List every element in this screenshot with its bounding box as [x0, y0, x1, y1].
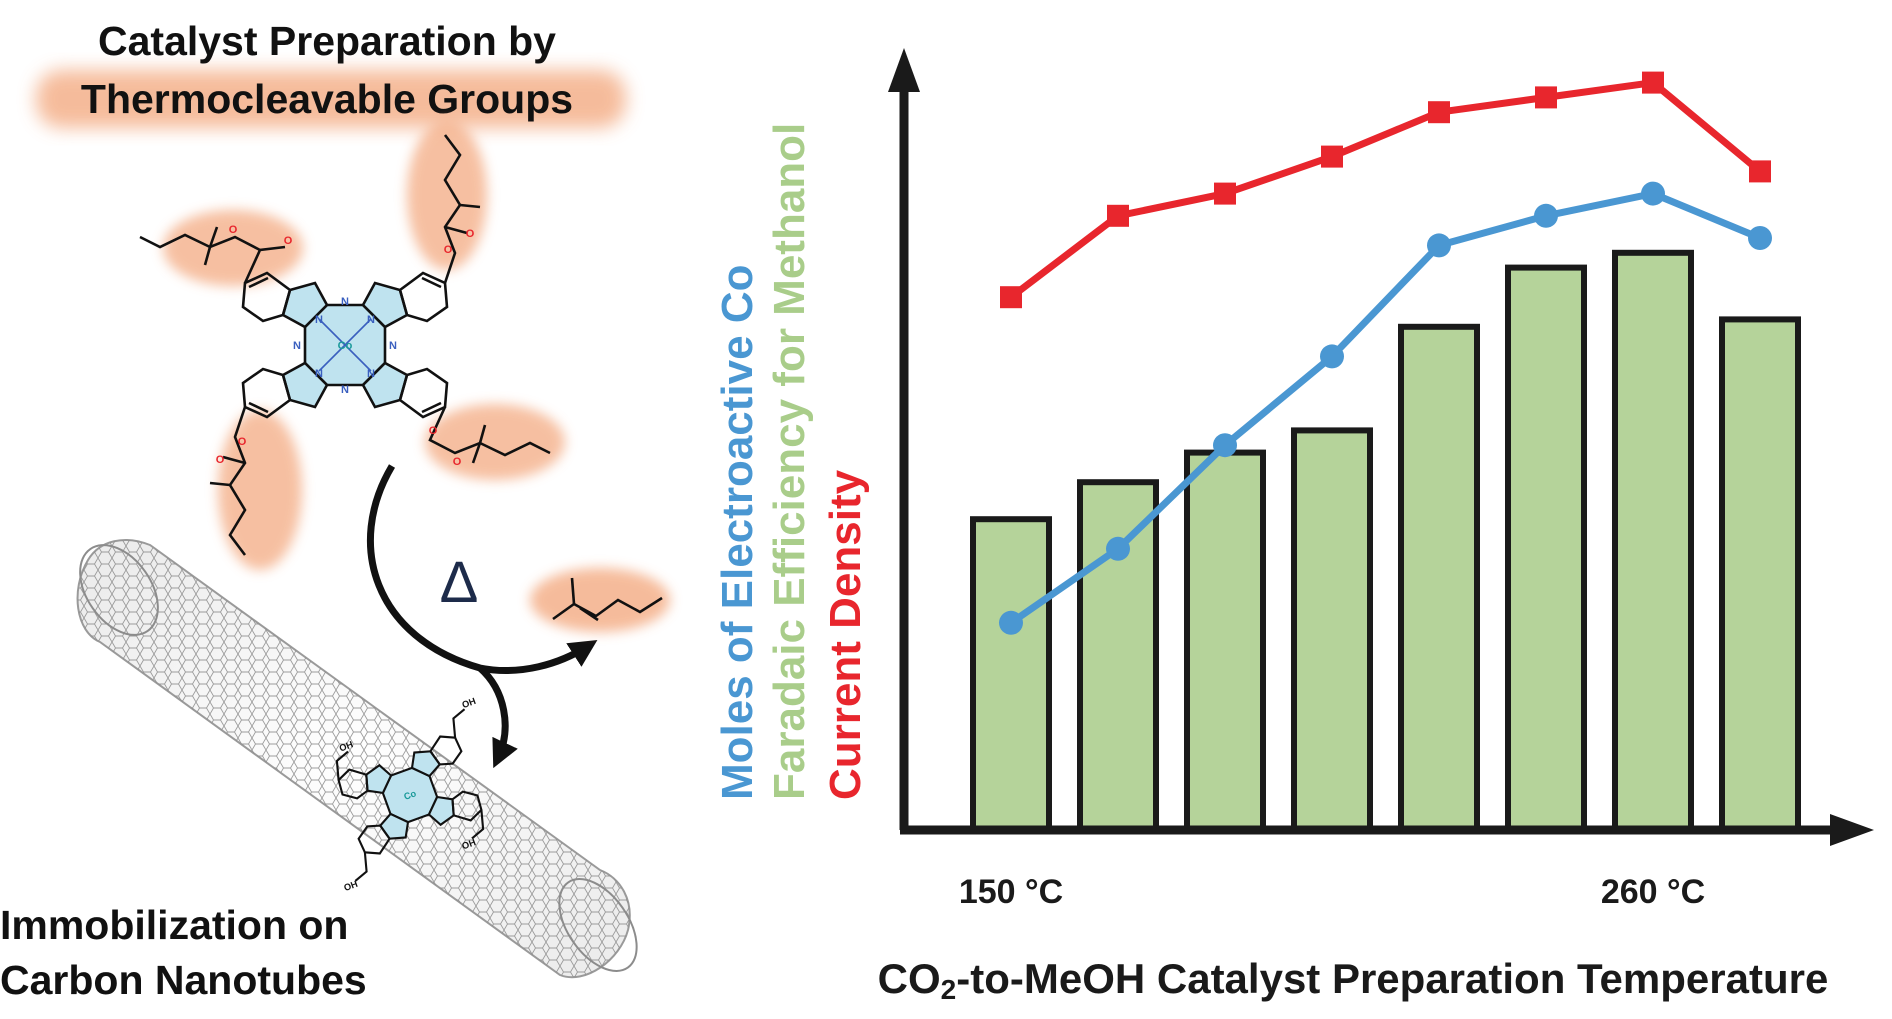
x-axis-label: CO2-to-MeOH Catalyst Preparation Tempera… [878, 955, 1829, 1005]
nitrogen-label: N [315, 314, 323, 326]
ester-glow-top-left [163, 210, 303, 286]
nitrogen-label: N [367, 368, 375, 380]
point-moles-of-electroactive-co-6 [1534, 203, 1558, 228]
y-axis-label-faradaic-efficiency: Faradaic Efficiency for Methanol [765, 123, 814, 800]
cobalt-atom-label: Co [338, 340, 353, 352]
point-moles-of-electroactive-co-4 [1320, 344, 1344, 369]
point-current-density-4 [1321, 145, 1343, 168]
x-tick-labels: 150 °C 260 °C [959, 873, 1705, 911]
immobilization-label-line-1: Immobilization on [0, 902, 348, 948]
x-tick-label: 260 °C [1601, 873, 1705, 911]
x-axis-arrowhead [1830, 814, 1874, 846]
y-axis-label-current-density: Current Density [821, 469, 870, 800]
nitrogen-label: N [341, 384, 349, 396]
bar-7 [1612, 249, 1694, 834]
x-axis-label-part-1: CO [878, 955, 941, 1002]
oxygen-label: O [238, 436, 247, 448]
point-current-density-5 [1428, 101, 1450, 124]
cobalt-atom-label: Co [402, 788, 417, 802]
bar-8 [1719, 316, 1801, 833]
nitrogen-label: N [293, 340, 301, 352]
x-axis-label-subscript: 2 [941, 974, 957, 1005]
cobalt-phthalocyanine-molecule: Co N N N N N N N N O O O O O O O O [139, 120, 565, 570]
point-current-density-7 [1642, 71, 1664, 94]
byproduct-alkene [530, 568, 670, 632]
heat-delta-symbol: Δ [440, 550, 479, 615]
x-axis-label-part-2: -to-MeOH Catalyst Preparation Temperatur… [956, 955, 1828, 1002]
title-highlight-glow [36, 70, 626, 128]
hydroxyl-label: OH [461, 837, 478, 851]
point-current-density-8 [1749, 160, 1771, 183]
series-line-current-density [1008, 79, 1763, 300]
carbon-nanotube [76, 539, 638, 979]
oxygen-label: O [216, 454, 225, 466]
ester-glow-bottom-left [218, 410, 302, 570]
left-panel: Catalyst Preparation by Thermocleavable … [0, 18, 670, 1003]
point-current-density-3 [1214, 182, 1236, 205]
hydroxyl-label: OH [338, 739, 355, 753]
immobilization-label-line-2: Carbon Nanotubes [0, 957, 367, 1003]
hydroxyl-label: OH [461, 696, 478, 710]
chart: Moles of Electroactive Co Faradaic Effic… [713, 48, 1874, 1005]
ester-glow-bottom-right [425, 404, 565, 480]
immobilized-cobalt-phthalocyanine: Co OH OH OH OH [335, 696, 485, 893]
point-current-density-6 [1535, 86, 1557, 109]
point-moles-of-electroactive-co-7 [1641, 181, 1665, 206]
point-moles-of-electroactive-co-2 [1106, 536, 1130, 561]
y-axis-label-moles-co: Moles of Electroactive Co [713, 265, 762, 800]
reaction-arrow-byproduct [367, 464, 598, 674]
bar-1 [970, 516, 1052, 833]
byproduct-glow [530, 568, 670, 632]
nitrogen-label: N [367, 314, 375, 326]
oxygen-label: O [453, 456, 462, 468]
title-line-1: Catalyst Preparation by [98, 18, 556, 64]
oxygen-label: O [466, 228, 475, 240]
title-line-2: Thermocleavable Groups [81, 76, 573, 122]
oxygen-label: O [444, 244, 453, 256]
point-moles-of-electroactive-co-8 [1748, 226, 1772, 250]
point-current-density-1 [1000, 286, 1022, 309]
bar-5 [1398, 323, 1480, 833]
oxygen-label: O [229, 224, 238, 236]
series-line-moles-of-electroactive-co [1009, 190, 1762, 626]
hydroxyl-label: OH [342, 879, 359, 893]
point-moles-of-electroactive-co-1 [999, 610, 1023, 635]
point-current-density-2 [1107, 204, 1129, 227]
nitrogen-label: N [341, 296, 349, 308]
nitrogen-label: N [389, 340, 397, 352]
bar-2 [1077, 479, 1159, 833]
oxygen-label: O [284, 235, 293, 247]
bar-6 [1505, 264, 1587, 834]
nitrogen-label: N [315, 368, 323, 380]
oxygen-label: O [429, 425, 438, 437]
bar-3 [1184, 449, 1266, 833]
bar-series-faradaic-efficiency [970, 249, 1801, 834]
x-tick-label: 150 °C [959, 873, 1063, 911]
reaction-arrow-immobilization [477, 665, 518, 769]
line-series [999, 71, 1772, 635]
y-axis-arrowhead [888, 48, 920, 92]
bar-4 [1291, 427, 1373, 833]
point-moles-of-electroactive-co-3 [1213, 433, 1237, 458]
point-moles-of-electroactive-co-5 [1427, 233, 1451, 258]
